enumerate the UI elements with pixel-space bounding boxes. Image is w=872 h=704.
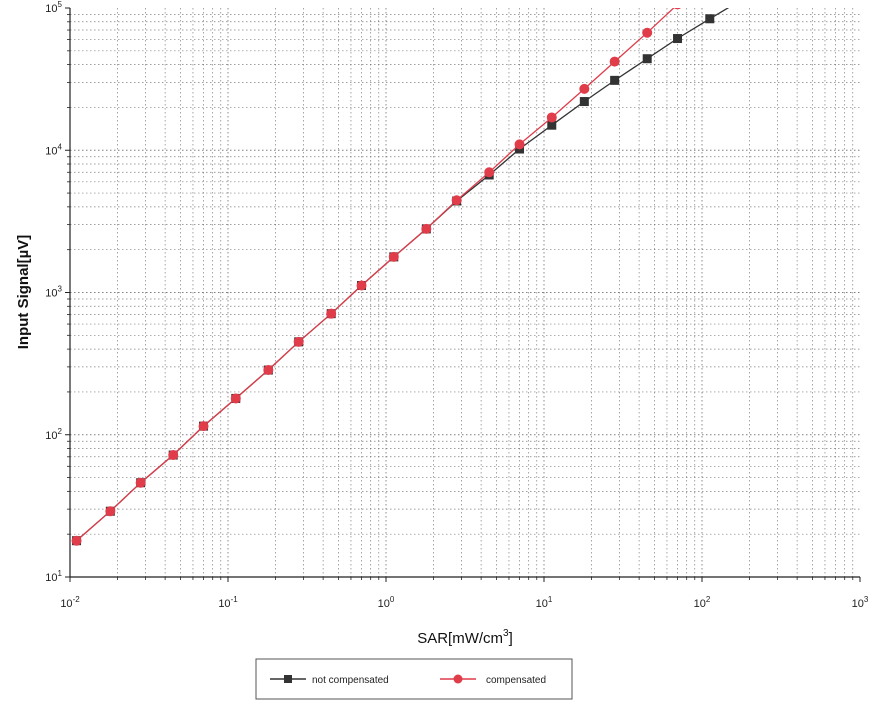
- grid: [69, 8, 860, 578]
- data-point-compensated: [356, 280, 367, 291]
- tick-labels: 10-2 10-1 100 101 102 103 101 102 103 104 105: [45, 0, 869, 610]
- legend-label-compensated: compensated: [486, 675, 546, 686]
- data-point-compensated: [484, 167, 495, 178]
- data-point-compensated: [388, 251, 399, 262]
- legend-marker-square-icon: [284, 675, 292, 683]
- y-tick-label: 101: [45, 569, 62, 584]
- data-point-compensated: [514, 139, 525, 150]
- data-point-compensated: [71, 535, 82, 546]
- x-tick-label: 102: [694, 595, 711, 610]
- data-point-compensated: [421, 223, 432, 234]
- y-tick-label: 103: [45, 285, 62, 300]
- x-axis-title-close: ]: [509, 630, 513, 647]
- data-point-compensated: [105, 506, 116, 517]
- y-tick-label: 102: [45, 427, 62, 442]
- data-point-compensated: [326, 308, 337, 319]
- data-point-compensated: [168, 450, 179, 461]
- x-axis-title: SAR[mW/cm3]: [417, 628, 513, 647]
- series-compensated: [71, 8, 681, 546]
- x-axis-title-main: SAR[mW/cm: [417, 630, 503, 647]
- series-group: [71, 0, 747, 546]
- data-point-not-compensated: [642, 54, 652, 64]
- x-tick-label: 101: [536, 595, 553, 610]
- x-tick-label: 10-2: [60, 595, 80, 610]
- legend-label-not-compensated: not compensated: [312, 675, 389, 686]
- data-point-compensated: [609, 56, 620, 67]
- x-tick-label: 103: [852, 595, 869, 610]
- series-not-compensated: [72, 0, 747, 546]
- data-point-not-compensated: [547, 120, 557, 130]
- data-point-compensated: [198, 421, 209, 432]
- legend-box: [255, 658, 573, 700]
- series-line-not-compensated: [76, 8, 730, 542]
- data-point-compensated: [674, 8, 681, 10]
- legend-marker-circle-icon: [453, 674, 463, 684]
- data-point-not-compensated: [738, 0, 747, 4]
- y-tick-label: 104: [45, 142, 62, 157]
- data-point-compensated: [579, 83, 590, 94]
- x-tick-label: 100: [378, 595, 395, 610]
- data-point-compensated: [642, 27, 653, 38]
- data-point-not-compensated: [705, 14, 715, 24]
- series-line-compensated: [76, 8, 675, 542]
- data-point-not-compensated: [610, 75, 620, 85]
- legend-item-compensated: compensated: [440, 674, 546, 686]
- x-tick-label: 10-1: [218, 595, 238, 610]
- legend: not compensated compensated: [255, 658, 573, 700]
- legend-item-not-compensated: not compensated: [270, 675, 389, 686]
- data-point-compensated: [230, 393, 241, 404]
- x-axis-title-sup: 3: [503, 628, 509, 639]
- plot-frame: [65, 7, 861, 582]
- data-point-compensated: [546, 112, 557, 123]
- data-point-compensated: [135, 477, 146, 488]
- data-point-compensated: [263, 365, 274, 376]
- data-point-compensated: [451, 195, 462, 206]
- data-point-compensated: [293, 336, 304, 347]
- data-point-not-compensated: [673, 34, 683, 44]
- y-axis-title: Input Signal[µV]: [15, 235, 32, 349]
- data-point-not-compensated: [579, 97, 589, 107]
- y-tick-label: 105: [45, 0, 62, 15]
